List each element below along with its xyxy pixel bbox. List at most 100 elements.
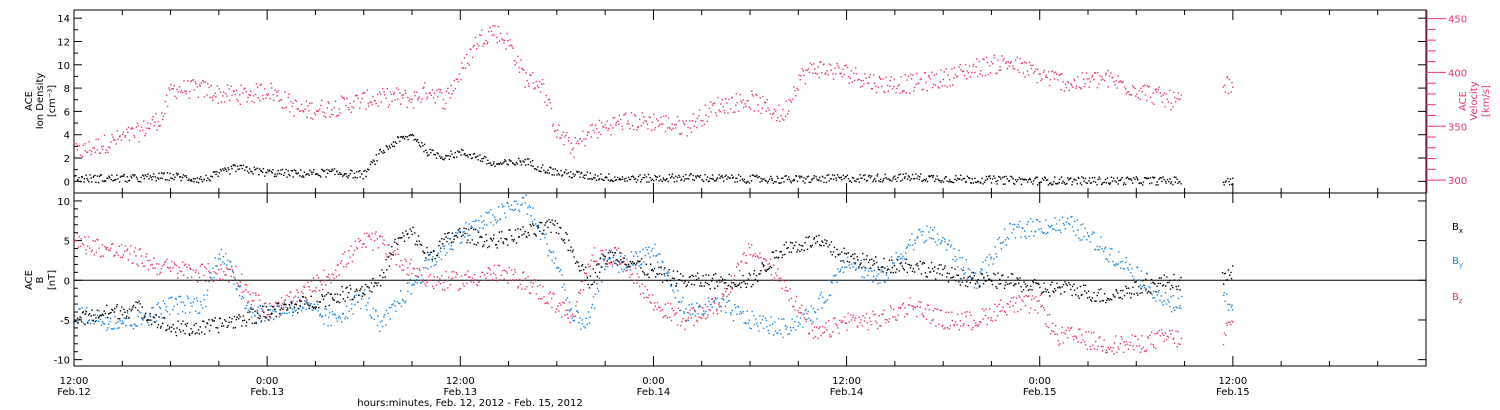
by-point <box>1022 227 1024 230</box>
by-point <box>645 246 647 249</box>
bz-point <box>832 317 835 320</box>
bz-point <box>1118 348 1120 350</box>
bz-point <box>918 300 920 303</box>
bz-point <box>945 311 947 314</box>
bz-point <box>881 313 883 315</box>
bz-point <box>887 321 890 323</box>
bx-point <box>498 231 501 233</box>
by-point <box>192 301 194 303</box>
density-point <box>237 168 239 171</box>
by-point <box>753 324 756 326</box>
by-point <box>505 216 507 219</box>
bx-point <box>77 322 79 324</box>
velocity-point <box>972 63 975 66</box>
velocity-point <box>328 102 330 104</box>
velocity-point <box>912 74 914 76</box>
bz-point <box>739 269 741 272</box>
bz-point <box>239 281 242 283</box>
bx-point <box>570 246 572 248</box>
density-point <box>504 159 506 161</box>
by-point <box>369 314 371 316</box>
density-point <box>91 181 93 183</box>
density-point <box>264 175 266 177</box>
by-point <box>538 221 541 223</box>
by-point <box>784 324 787 327</box>
bz-point <box>311 290 314 293</box>
bz-point <box>253 299 255 302</box>
velocity-point <box>867 82 869 84</box>
by-point <box>593 307 596 309</box>
bz-point <box>570 315 572 317</box>
by-point <box>561 274 563 276</box>
bx-point <box>446 232 449 235</box>
velocity-point <box>581 140 583 142</box>
velocity-point <box>452 89 454 92</box>
bz-point <box>1043 309 1046 311</box>
velocity-point <box>533 88 535 90</box>
bz-point <box>595 260 598 262</box>
velocity-point <box>705 114 707 116</box>
velocity-point <box>138 141 140 143</box>
by-point <box>469 234 471 237</box>
bz-point <box>432 287 435 290</box>
velocity-point <box>1125 92 1128 95</box>
by-point <box>907 243 910 246</box>
bz-point <box>811 329 814 332</box>
velocity-point <box>689 127 692 129</box>
velocity-point <box>1105 72 1107 75</box>
velocity-point <box>199 85 201 87</box>
by-point <box>819 294 821 296</box>
by-point <box>888 269 891 271</box>
density-point <box>840 176 842 179</box>
by-point <box>567 309 569 311</box>
bz-point <box>1034 296 1037 298</box>
density-point <box>120 175 123 177</box>
by-point <box>635 252 638 255</box>
bx-point <box>124 311 126 313</box>
by-point <box>245 304 248 307</box>
velocity-point <box>767 107 769 109</box>
by-point <box>489 209 492 211</box>
velocity-point <box>392 93 395 96</box>
velocity-point <box>166 105 169 108</box>
density-point <box>711 174 714 176</box>
density-point <box>686 177 688 180</box>
by-point <box>569 309 571 311</box>
density-point <box>421 142 423 144</box>
bz-point <box>1164 332 1167 334</box>
velocity-point <box>503 42 505 44</box>
bz-point <box>902 302 905 305</box>
bx-point <box>118 318 121 320</box>
by-point <box>355 294 358 296</box>
by-point <box>687 319 690 322</box>
density-point <box>488 162 490 165</box>
by-point <box>1050 224 1053 227</box>
velocity-point <box>788 98 790 101</box>
velocity-point <box>538 86 540 89</box>
density-point <box>640 178 643 181</box>
by-point <box>958 249 960 252</box>
by-point <box>949 246 952 248</box>
bz-point <box>1074 335 1076 337</box>
density-point <box>800 175 802 177</box>
velocity-point <box>951 68 953 70</box>
by-point <box>973 287 976 289</box>
bx-point <box>613 254 615 257</box>
bz-point <box>873 314 875 316</box>
density-point <box>1157 184 1159 186</box>
density-point <box>468 153 471 156</box>
velocity-point <box>773 108 776 111</box>
velocity-point <box>993 57 995 59</box>
by-point <box>1104 246 1107 249</box>
velocity-point <box>339 112 341 114</box>
velocity-point <box>506 32 508 35</box>
bx-point <box>98 316 100 318</box>
velocity-point <box>511 45 513 48</box>
bz-point <box>208 271 211 274</box>
velocity-point <box>387 106 390 108</box>
by-point <box>750 327 752 330</box>
by-point <box>211 278 213 281</box>
density-point <box>466 154 468 156</box>
bx-point <box>349 284 351 287</box>
velocity-point <box>828 63 831 65</box>
